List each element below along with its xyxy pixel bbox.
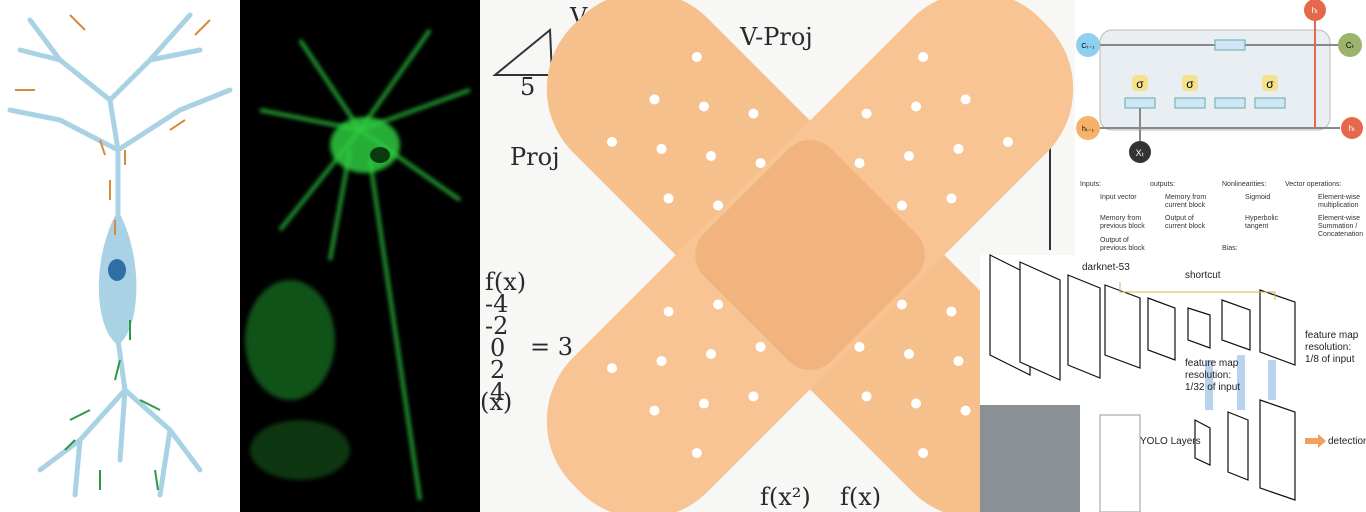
lstm-panel: Cₜ₋₁ hₜ₋₁ Xₜ Cₜ hₜ hₜ σ σ σ Inputs: Inpu… — [1075, 0, 1366, 255]
math: 2 — [490, 356, 505, 384]
legend-text: Output of — [1100, 237, 1129, 244]
legend-text: current block — [1165, 202, 1206, 209]
legend-text: Memory from — [1100, 215, 1141, 222]
input-node — [1129, 141, 1151, 163]
diagram-label: feature map — [1305, 330, 1359, 341]
legend-text: previous block — [1100, 245, 1145, 252]
input-node — [1076, 33, 1100, 57]
node-label: hₜ — [1312, 6, 1319, 15]
output-node — [1341, 117, 1363, 139]
diagram-label: 1/32 of input — [1185, 382, 1240, 393]
legend-text: tangent — [1245, 223, 1268, 230]
legend-text: Summation / — [1318, 223, 1357, 230]
math: 4 — [490, 378, 505, 406]
output-node — [1304, 0, 1326, 21]
diagram-title: darknet-53 — [1082, 262, 1130, 273]
math: -4 — [485, 290, 508, 318]
diagram-label: feature map — [1185, 358, 1239, 369]
node-label: hₜ₋₁ — [1082, 126, 1095, 133]
math: = 3 — [530, 333, 573, 361]
legend-text: current block — [1165, 223, 1206, 230]
diagram-label: YOLO Layers — [1140, 436, 1201, 447]
legend-text: Element-wise — [1318, 215, 1360, 222]
math: Proj — [510, 143, 560, 171]
input-node — [1076, 116, 1100, 140]
darknet-panel: darknet-53 shortcut feature map resoluti… — [980, 254, 1366, 512]
math: (x) — [480, 388, 512, 416]
gate: σ — [1136, 77, 1144, 91]
gate: σ — [1266, 77, 1274, 91]
legend-text: Output of — [1165, 215, 1194, 222]
bandage — [546, 0, 1074, 512]
diagram-label: resolution: — [1185, 370, 1231, 381]
math: f(x) — [485, 268, 526, 296]
legend-text: Input vector — [1100, 194, 1137, 201]
legend-text: Memory from — [1165, 194, 1206, 201]
math: f(x) — [840, 483, 881, 511]
node-label: Cₜ₋₁ — [1081, 43, 1095, 50]
math: -2 — [485, 312, 508, 340]
diagram-label: 1/8 of input — [1305, 354, 1355, 365]
legend-title: outputs: — [1150, 181, 1175, 188]
diagram-label: detection — [1328, 436, 1366, 447]
cell-panel — [240, 0, 480, 512]
legend-text: previous block — [1100, 223, 1145, 230]
legend-title: Nonlinearities: — [1222, 181, 1266, 188]
math: 0 — [490, 334, 505, 362]
math: V-Proj — [739, 23, 813, 51]
legend-text: Sigmoid — [1245, 194, 1270, 201]
diagram-label: resolution: — [1305, 342, 1351, 353]
legend-text: Bias: — [1222, 245, 1238, 252]
gate: σ — [1186, 77, 1194, 91]
node-label: hₜ — [1349, 124, 1356, 133]
legend-title: Vector operations: — [1285, 181, 1341, 188]
math: 5 — [520, 73, 535, 101]
diagram-label: shortcut — [1185, 270, 1221, 281]
node-label: Cₜ — [1346, 41, 1354, 50]
legend-text: Element-wise — [1318, 194, 1360, 201]
legend-text: multiplication — [1318, 202, 1359, 209]
legend-text: Concatenation — [1318, 231, 1363, 238]
math: f(x²) — [760, 483, 811, 511]
legend-title: Inputs: — [1080, 181, 1101, 188]
output-node — [1338, 33, 1362, 57]
legend-text: Hyperbolic — [1245, 215, 1279, 222]
node-label: Xₜ — [1136, 148, 1145, 158]
neuron-panel — [0, 0, 240, 512]
